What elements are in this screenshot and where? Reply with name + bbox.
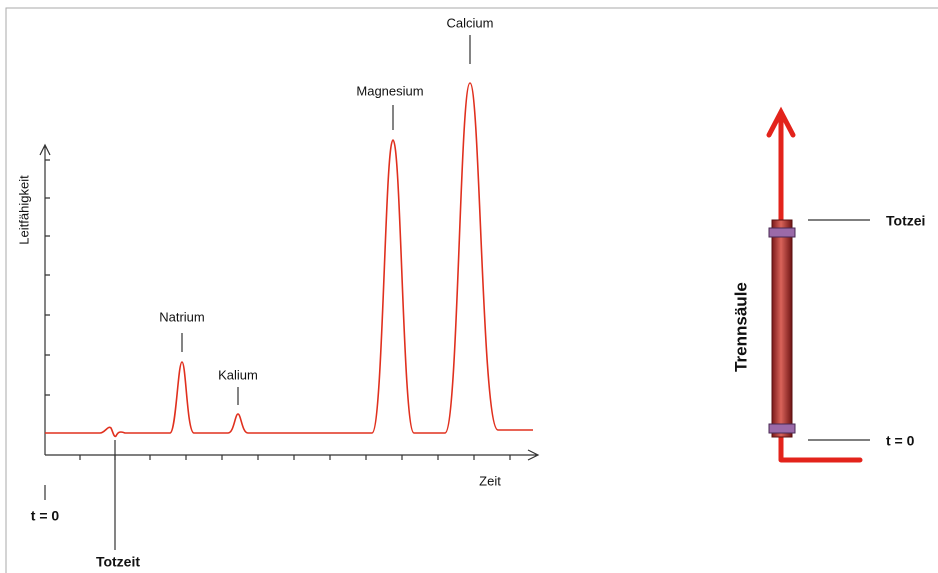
dead-time-label: Totzeit: [96, 554, 140, 570]
peak-label: Calcium: [447, 15, 494, 30]
x-axis-label: Zeit: [479, 473, 501, 488]
start-label: t = 0: [31, 508, 60, 524]
axes: [39, 143, 540, 461]
frame: [5, 7, 938, 573]
column-top-label: Totzei: [886, 213, 925, 229]
column-bottom-label: t = 0: [886, 433, 915, 449]
peak-label: Natrium: [159, 309, 205, 324]
y-axis-label: Leitfähigkeit: [16, 175, 31, 245]
peak-label: Kalium: [218, 367, 258, 382]
column-illustration: [766, 106, 870, 463]
column-label: Trennsäule: [731, 282, 750, 372]
signal-curve: [45, 82, 533, 438]
leader-lines: [44, 35, 471, 550]
peak-label: Magnesium: [356, 83, 423, 98]
